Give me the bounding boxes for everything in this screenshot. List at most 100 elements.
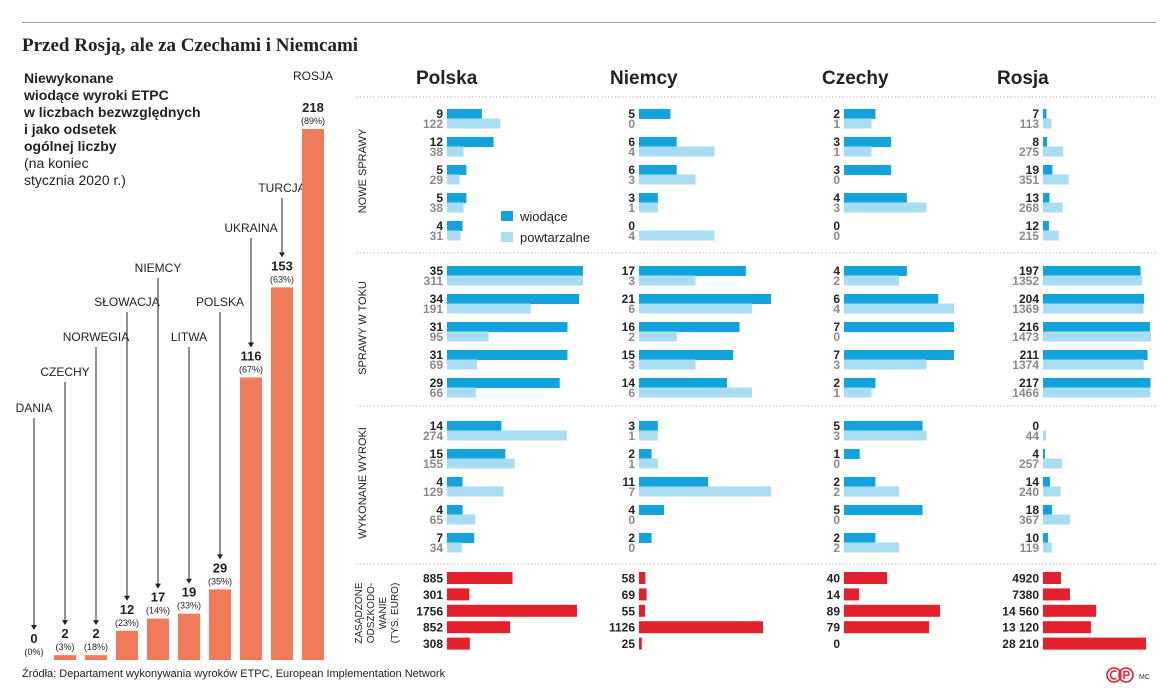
percent-label: (23%) xyxy=(115,618,139,628)
leading-value: 17 xyxy=(622,264,636,278)
compensation-value: 4920 xyxy=(1012,572,1039,586)
country-header: Czechy xyxy=(822,68,889,89)
leading-value: 18 xyxy=(1026,503,1040,517)
percent-label: (14%) xyxy=(146,606,170,616)
legend-swatch-repetitive xyxy=(501,232,513,242)
repetitive-value: 1473 xyxy=(1012,330,1039,344)
leading-bar xyxy=(639,322,740,332)
leading-value: 15 xyxy=(430,447,444,461)
value-label: 12 xyxy=(120,602,134,617)
leading-value: 15 xyxy=(622,348,636,362)
category-label: ROSJA xyxy=(293,69,333,83)
leading-value: 2 xyxy=(628,531,635,545)
repetitive-bar xyxy=(844,486,899,497)
compensation-value: 14 560 xyxy=(1002,604,1039,618)
repetitive-bar xyxy=(844,303,954,314)
leading-bar xyxy=(447,350,568,360)
repetitive-value: 119 xyxy=(1020,541,1040,555)
country-bar xyxy=(209,589,231,660)
compensation-value: 1756 xyxy=(416,604,443,618)
repetitive-bar xyxy=(639,331,677,342)
repetitive-bar xyxy=(447,202,464,213)
percent-label: (33%) xyxy=(177,601,201,611)
repetitive-bar xyxy=(1043,118,1052,129)
compensation-bar xyxy=(447,572,513,584)
repetitive-bar xyxy=(844,118,872,129)
compensation-value: 89 xyxy=(827,604,841,618)
leader-arrow xyxy=(217,554,223,560)
repetitive-value: 1 xyxy=(833,145,840,159)
category-label: NIEMCY xyxy=(135,261,182,275)
repetitive-value: 1 xyxy=(628,201,635,215)
leading-value: 13 xyxy=(1026,191,1040,205)
leading-value: 4 xyxy=(833,264,840,278)
leading-value: 7 xyxy=(1032,107,1039,121)
repetitive-value: 257 xyxy=(1019,457,1039,471)
leading-bar xyxy=(447,109,482,119)
repetitive-value: 69 xyxy=(430,358,444,372)
leading-value: 3 xyxy=(833,135,840,149)
leading-bar xyxy=(639,421,658,431)
compensation-label: ODSZKODO- xyxy=(366,583,377,644)
repetitive-bar xyxy=(447,430,567,441)
repetitive-value: 351 xyxy=(1019,173,1039,187)
repetitive-value: 1352 xyxy=(1012,274,1039,288)
repetitive-value: 122 xyxy=(423,117,443,131)
repetitive-bar xyxy=(1043,202,1063,213)
repetitive-value: 0 xyxy=(833,457,840,471)
compensation-value: 79 xyxy=(827,621,841,635)
leading-value: 2 xyxy=(833,107,840,121)
leading-bar xyxy=(1043,137,1047,147)
leading-bar xyxy=(447,477,463,487)
repetitive-value: 0 xyxy=(833,330,840,344)
source-note: Źródła: Departament wykonywania wyroków … xyxy=(22,668,446,680)
repetitive-value: 1 xyxy=(628,429,635,443)
leading-bar xyxy=(1043,165,1053,175)
subtitle-line: (na koniec xyxy=(24,155,89,171)
value-label: 29 xyxy=(213,560,227,575)
repetitive-value: 2 xyxy=(833,541,840,555)
repetitive-value: 0 xyxy=(628,541,635,555)
leading-value: 0 xyxy=(628,219,635,233)
repetitive-bar xyxy=(447,514,476,525)
compensation-value: 7380 xyxy=(1012,588,1039,602)
leading-value: 4 xyxy=(436,475,443,489)
country-header: Rosja xyxy=(997,68,1049,89)
leading-value: 7 xyxy=(833,348,840,362)
percent-label: (67%) xyxy=(239,364,263,374)
repetitive-bar xyxy=(447,486,504,497)
repetitive-value: 65 xyxy=(430,513,444,527)
country-bar xyxy=(147,618,169,660)
category-label: TURCJA xyxy=(258,181,305,195)
leading-bar xyxy=(1043,533,1048,543)
repetitive-bar xyxy=(447,331,489,342)
leading-bar xyxy=(1043,221,1049,231)
repetitive-value: 4 xyxy=(833,302,840,316)
leading-bar xyxy=(639,505,665,515)
leading-bar xyxy=(639,193,658,203)
leading-bar xyxy=(639,294,771,304)
repetitive-value: 34 xyxy=(430,541,444,555)
percent-label: (63%) xyxy=(270,274,294,284)
page-title: Przed Rosją, ale za Czechami i Niemcami xyxy=(22,35,359,56)
percent-label: (35%) xyxy=(208,576,232,586)
top-rule xyxy=(22,22,1156,23)
category-label: LITWA xyxy=(171,330,207,344)
leading-value: 31 xyxy=(430,320,444,334)
publisher-logo: MC xyxy=(1106,667,1156,688)
repetitive-bar xyxy=(639,146,715,157)
repetitive-value: 3 xyxy=(628,358,635,372)
compensation-value: 308 xyxy=(423,637,443,651)
leading-bar xyxy=(447,165,467,175)
repetitive-bar xyxy=(1043,514,1070,525)
leading-value: 14 xyxy=(622,376,636,390)
section-label: WYKONANE WYROKI xyxy=(357,427,369,539)
compensation-bar xyxy=(844,604,940,617)
repetitive-bar xyxy=(639,387,753,398)
repetitive-bar xyxy=(447,146,464,157)
leading-value: 1 xyxy=(833,447,840,461)
leading-value: 216 xyxy=(1019,320,1039,334)
leading-value: 34 xyxy=(430,292,444,306)
repetitive-value: 95 xyxy=(430,330,444,344)
